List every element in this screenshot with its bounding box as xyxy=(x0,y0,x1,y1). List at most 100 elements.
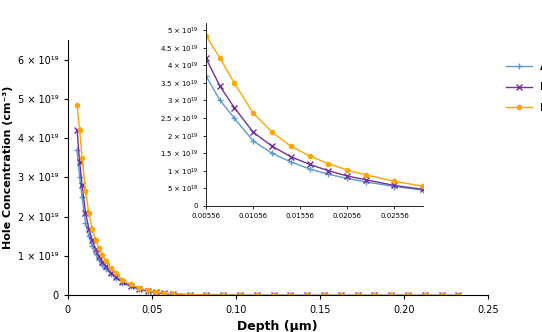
Ni + Laser xyxy=(270,293,277,297)
RTA only xyxy=(438,293,445,297)
As-grown xyxy=(144,289,151,293)
RTA only xyxy=(99,260,106,264)
Legend: As-grown, RTA only, Ni + Laser: As-grown, RTA only, Ni + Laser xyxy=(501,58,542,117)
Ni + Laser xyxy=(86,211,92,215)
Ni + Laser xyxy=(161,291,167,295)
As-grown xyxy=(92,252,99,256)
RTA only xyxy=(86,227,92,231)
As-grown xyxy=(371,293,378,297)
As-grown xyxy=(89,244,95,248)
RTA only xyxy=(107,271,114,275)
RTA only xyxy=(153,290,159,294)
As-grown xyxy=(388,293,395,297)
Ni + Laser xyxy=(99,253,106,257)
Ni + Laser xyxy=(388,293,395,297)
RTA only xyxy=(422,293,428,297)
Ni + Laser xyxy=(74,103,80,107)
Ni + Laser xyxy=(304,293,311,297)
As-grown xyxy=(127,285,134,289)
RTA only xyxy=(102,264,109,268)
RTA only xyxy=(89,238,95,242)
Line: RTA only: RTA only xyxy=(74,127,461,298)
RTA only xyxy=(82,211,89,215)
RTA only xyxy=(388,293,395,297)
RTA only xyxy=(161,291,167,295)
RTA only xyxy=(79,183,86,187)
Ni + Laser xyxy=(144,289,151,292)
Ni + Laser xyxy=(96,246,102,250)
Ni + Laser xyxy=(92,238,99,242)
RTA only xyxy=(113,275,119,279)
Ni + Laser xyxy=(287,293,294,297)
RTA only xyxy=(254,293,260,297)
Ni + Laser xyxy=(170,292,176,296)
As-grown xyxy=(422,293,428,297)
As-grown xyxy=(287,293,294,297)
Ni + Laser xyxy=(371,293,378,297)
RTA only xyxy=(203,293,210,297)
RTA only xyxy=(287,293,294,297)
As-grown xyxy=(96,258,102,262)
Ni + Laser xyxy=(89,227,95,231)
X-axis label: Depth (μm): Depth (μm) xyxy=(237,320,318,332)
RTA only xyxy=(270,293,277,297)
As-grown xyxy=(270,293,277,297)
Ni + Laser xyxy=(82,189,89,193)
As-grown xyxy=(107,272,114,276)
As-grown xyxy=(438,293,445,297)
Ni + Laser xyxy=(136,286,143,290)
RTA only xyxy=(354,293,361,297)
Ni + Laser xyxy=(438,293,445,297)
Ni + Laser xyxy=(102,259,109,263)
Ni + Laser xyxy=(321,293,327,297)
Ni + Laser xyxy=(203,293,210,297)
RTA only xyxy=(455,293,462,297)
As-grown xyxy=(74,148,80,152)
As-grown xyxy=(203,293,210,297)
As-grown xyxy=(113,276,119,280)
Ni + Laser xyxy=(405,293,411,297)
As-grown xyxy=(86,234,92,238)
RTA only xyxy=(220,293,227,297)
RTA only xyxy=(304,293,311,297)
As-grown xyxy=(82,221,89,225)
As-grown xyxy=(99,263,106,267)
As-grown xyxy=(79,195,86,199)
Ni + Laser xyxy=(422,293,428,297)
Y-axis label: Hole Concentration (cm⁻³): Hole Concentration (cm⁻³) xyxy=(3,86,12,249)
As-grown xyxy=(338,293,344,297)
As-grown xyxy=(254,293,260,297)
RTA only xyxy=(237,293,243,297)
RTA only xyxy=(74,128,80,132)
As-grown xyxy=(102,267,109,271)
RTA only xyxy=(186,293,193,297)
As-grown xyxy=(405,293,411,297)
Ni + Laser xyxy=(119,278,126,282)
RTA only xyxy=(127,284,134,288)
Ni + Laser xyxy=(354,293,361,297)
As-grown xyxy=(237,293,243,297)
Ni + Laser xyxy=(127,283,134,287)
Ni + Laser xyxy=(79,156,86,160)
Ni + Laser xyxy=(338,293,344,297)
As-grown xyxy=(170,292,176,296)
Ni + Laser xyxy=(113,272,119,276)
Line: Ni + Laser: Ni + Laser xyxy=(75,103,461,297)
RTA only xyxy=(76,160,83,164)
As-grown xyxy=(455,293,462,297)
As-grown xyxy=(354,293,361,297)
RTA only xyxy=(170,292,176,296)
Ni + Laser xyxy=(186,292,193,296)
Ni + Laser xyxy=(254,293,260,297)
Ni + Laser xyxy=(76,128,83,132)
As-grown xyxy=(161,291,167,295)
Ni + Laser xyxy=(455,293,462,297)
As-grown xyxy=(136,287,143,291)
As-grown xyxy=(220,293,227,297)
Ni + Laser xyxy=(153,290,159,294)
RTA only xyxy=(119,280,126,284)
Line: As-grown: As-grown xyxy=(74,147,461,298)
As-grown xyxy=(304,293,311,297)
RTA only xyxy=(92,247,99,251)
As-grown xyxy=(76,176,83,180)
